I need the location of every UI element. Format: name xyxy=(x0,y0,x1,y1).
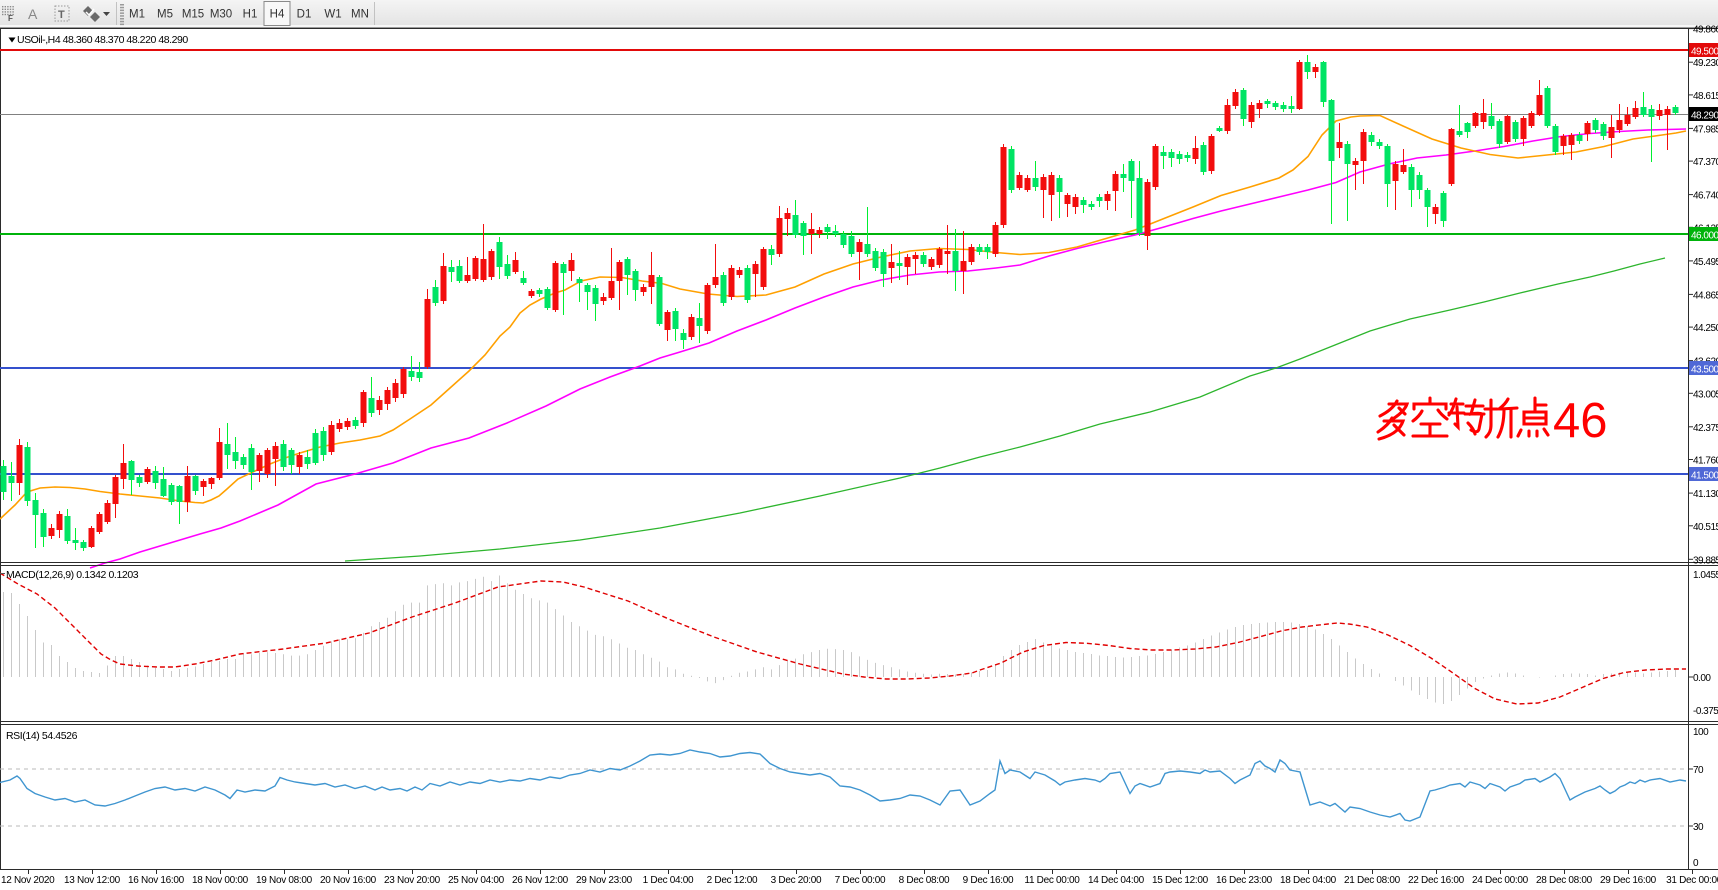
svg-text:MACD(12,26,9) 0.1342 0.1203: MACD(12,26,9) 0.1342 0.1203 xyxy=(6,569,139,581)
svg-text:F: F xyxy=(8,14,13,23)
svg-text:1.0455: 1.0455 xyxy=(1693,570,1718,581)
svg-text:A: A xyxy=(28,6,38,22)
svg-text:46.740: 46.740 xyxy=(1693,191,1718,202)
svg-text:8 Dec 08:00: 8 Dec 08:00 xyxy=(899,875,950,886)
svg-text:14 Dec 04:00: 14 Dec 04:00 xyxy=(1088,875,1145,886)
svg-text:18 Dec 04:00: 18 Dec 04:00 xyxy=(1280,875,1337,886)
svg-text:49.230: 49.230 xyxy=(1693,58,1718,69)
svg-text:46: 46 xyxy=(1553,394,1608,448)
svg-text:28 Dec 08:00: 28 Dec 08:00 xyxy=(1536,875,1593,886)
svg-text:M30: M30 xyxy=(210,9,232,21)
svg-text:26 Nov 12:00: 26 Nov 12:00 xyxy=(512,875,569,886)
svg-text:11 Dec 00:00: 11 Dec 00:00 xyxy=(1024,875,1080,886)
svg-text:31 Dec 00:00: 31 Dec 00:00 xyxy=(1666,875,1718,886)
svg-text:1 Dec 04:00: 1 Dec 04:00 xyxy=(643,875,694,886)
svg-text:24 Dec 00:00: 24 Dec 00:00 xyxy=(1472,875,1529,886)
svg-text:18 Nov 00:00: 18 Nov 00:00 xyxy=(192,875,249,886)
svg-text:D1: D1 xyxy=(297,9,312,21)
svg-text:48.615: 48.615 xyxy=(1693,91,1718,102)
svg-text:44.865: 44.865 xyxy=(1693,290,1718,301)
svg-text:16 Dec 23:00: 16 Dec 23:00 xyxy=(1216,875,1273,886)
svg-text:H1: H1 xyxy=(243,9,258,21)
svg-text:19 Nov 08:00: 19 Nov 08:00 xyxy=(256,875,313,886)
svg-text:47.985: 47.985 xyxy=(1693,124,1718,135)
svg-text:23 Nov 20:00: 23 Nov 20:00 xyxy=(384,875,441,886)
svg-text:45.495: 45.495 xyxy=(1693,257,1718,268)
svg-text:W1: W1 xyxy=(324,9,341,21)
svg-text:M15: M15 xyxy=(182,9,204,21)
svg-text:MN: MN xyxy=(351,9,369,21)
svg-text:39.885: 39.885 xyxy=(1693,555,1718,566)
svg-text:44.250: 44.250 xyxy=(1693,323,1718,334)
svg-text:48.290: 48.290 xyxy=(1691,111,1718,122)
svg-text:49.500: 49.500 xyxy=(1691,47,1718,58)
svg-text:-0.3753: -0.3753 xyxy=(1693,706,1718,717)
svg-text:43.005: 43.005 xyxy=(1693,389,1718,400)
svg-text:13 Nov 12:00: 13 Nov 12:00 xyxy=(64,875,121,886)
svg-text:20 Nov 16:00: 20 Nov 16:00 xyxy=(320,875,377,886)
svg-text:0: 0 xyxy=(1693,858,1699,869)
svg-text:25 Nov 04:00: 25 Nov 04:00 xyxy=(448,875,505,886)
svg-text:40.515: 40.515 xyxy=(1693,522,1718,533)
svg-text:42.375: 42.375 xyxy=(1693,423,1718,434)
svg-text:RSI(14) 54.4526: RSI(14) 54.4526 xyxy=(6,730,78,742)
svg-text:9 Dec 16:00: 9 Dec 16:00 xyxy=(963,875,1014,886)
svg-text:41.760: 41.760 xyxy=(1693,456,1718,467)
svg-text:3 Dec 20:00: 3 Dec 20:00 xyxy=(771,875,822,886)
svg-text:29 Nov 23:00: 29 Nov 23:00 xyxy=(576,875,633,886)
svg-text:M5: M5 xyxy=(157,9,173,21)
svg-text:H4: H4 xyxy=(270,9,285,21)
svg-text:0.00: 0.00 xyxy=(1693,673,1711,684)
svg-text:T: T xyxy=(58,9,65,21)
svg-text:47.370: 47.370 xyxy=(1693,157,1718,168)
svg-text:29 Dec 16:00: 29 Dec 16:00 xyxy=(1600,875,1657,886)
svg-text:49.860: 49.860 xyxy=(1693,25,1718,36)
svg-text:16 Nov 16:00: 16 Nov 16:00 xyxy=(128,875,185,886)
svg-text:7 Dec 00:00: 7 Dec 00:00 xyxy=(835,875,886,886)
svg-text:43.500: 43.500 xyxy=(1691,365,1718,376)
svg-text:41.130: 41.130 xyxy=(1693,489,1718,500)
svg-text:22 Dec 16:00: 22 Dec 16:00 xyxy=(1408,875,1465,886)
svg-text:100: 100 xyxy=(1693,727,1709,738)
svg-text:15 Dec 12:00: 15 Dec 12:00 xyxy=(1152,875,1209,886)
svg-text:M1: M1 xyxy=(129,9,145,21)
svg-text:70: 70 xyxy=(1693,765,1704,776)
svg-text:2 Dec 12:00: 2 Dec 12:00 xyxy=(707,875,758,886)
svg-text:USOil-,H4 48.360 48.370 48.22: USOil-,H4 48.360 48.370 48.220 48.290 xyxy=(17,34,188,46)
svg-text:21 Dec 08:00: 21 Dec 08:00 xyxy=(1344,875,1401,886)
svg-text:12 Nov 2020: 12 Nov 2020 xyxy=(1,875,55,886)
svg-text:41.500: 41.500 xyxy=(1691,471,1718,482)
svg-text:46.000: 46.000 xyxy=(1691,231,1718,242)
svg-text:30: 30 xyxy=(1693,822,1704,833)
